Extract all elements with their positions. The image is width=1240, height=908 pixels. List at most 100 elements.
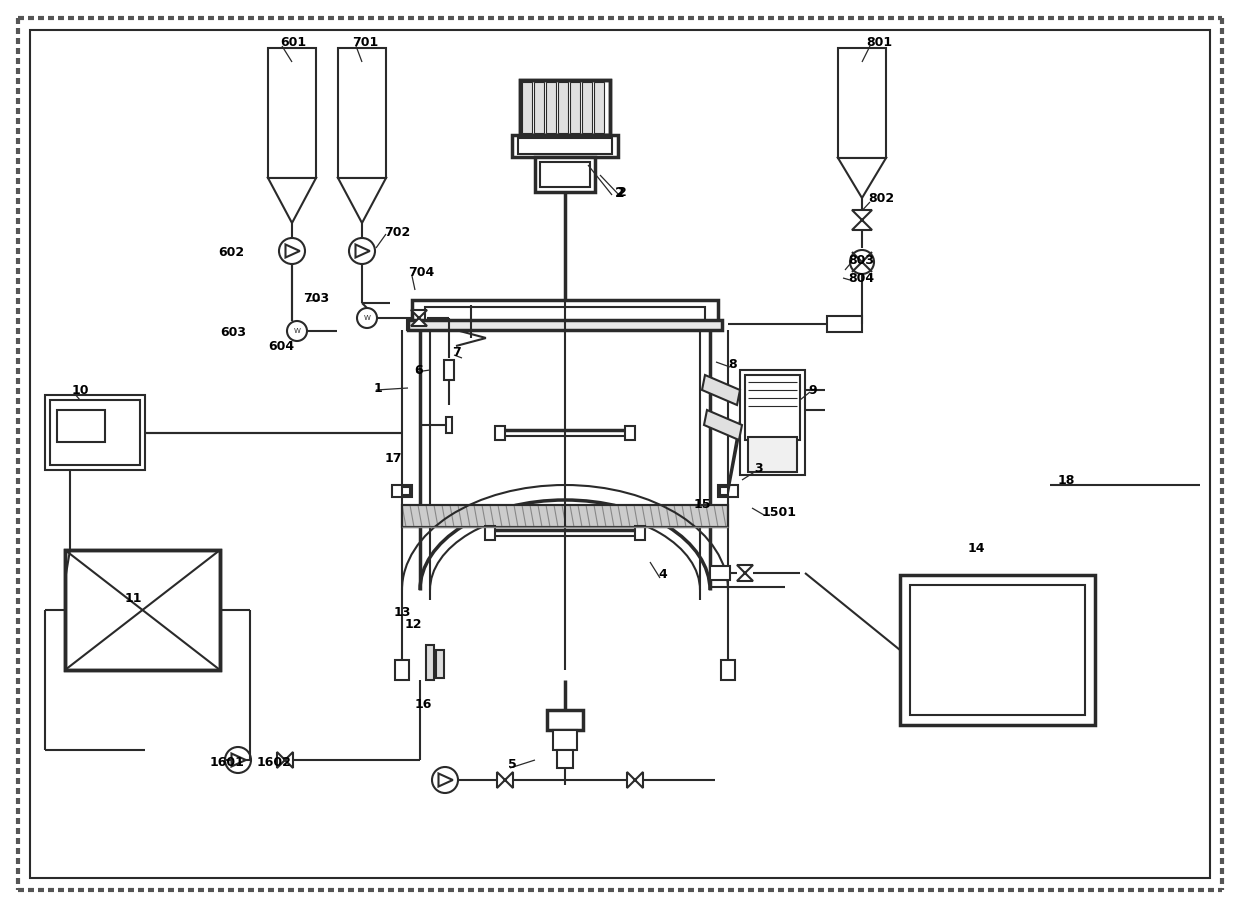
Bar	[838, 48, 887, 158]
Polygon shape	[737, 565, 753, 581]
Bar	[635, 526, 645, 540]
Bar	[910, 585, 1085, 715]
Bar	[557, 750, 573, 768]
Text: 18: 18	[1058, 473, 1075, 487]
Polygon shape	[702, 375, 740, 405]
Text: 701: 701	[352, 35, 378, 48]
Polygon shape	[277, 752, 293, 768]
Bar	[520, 80, 610, 135]
Bar	[64, 550, 219, 670]
Circle shape	[224, 747, 250, 773]
Text: 6: 6	[414, 363, 423, 377]
Text: W: W	[363, 315, 371, 321]
Bar	[745, 375, 800, 440]
Polygon shape	[268, 178, 316, 223]
Bar	[408, 320, 722, 330]
Bar	[45, 395, 145, 470]
Bar	[339, 48, 386, 178]
Polygon shape	[439, 774, 453, 786]
Text: 804: 804	[848, 271, 874, 284]
Bar	[558, 82, 568, 133]
Text: 1501: 1501	[763, 506, 797, 518]
Text: 4: 4	[658, 568, 667, 581]
Text: 7: 7	[453, 346, 461, 359]
Bar	[402, 505, 728, 527]
Bar	[720, 660, 735, 680]
Bar	[534, 82, 544, 133]
Text: W: W	[294, 328, 300, 334]
Text: 8: 8	[728, 359, 737, 371]
Bar	[412, 300, 718, 325]
Text: 1601: 1601	[210, 756, 244, 769]
Bar	[64, 550, 219, 670]
Bar	[740, 370, 805, 475]
Bar	[534, 157, 595, 192]
Text: 13: 13	[394, 606, 412, 618]
Bar	[402, 505, 728, 527]
Circle shape	[279, 238, 305, 264]
Text: 602: 602	[218, 245, 244, 259]
Polygon shape	[410, 310, 427, 326]
Bar	[446, 417, 453, 433]
Text: 604: 604	[268, 340, 294, 352]
Bar	[402, 487, 410, 495]
Bar	[625, 426, 635, 440]
Polygon shape	[232, 754, 246, 766]
Bar	[900, 575, 1095, 725]
Polygon shape	[852, 210, 872, 230]
Bar	[436, 650, 444, 678]
Bar	[427, 645, 434, 680]
Bar	[546, 82, 556, 133]
Text: 5: 5	[508, 758, 517, 772]
Circle shape	[357, 308, 377, 328]
Text: 601: 601	[280, 35, 306, 48]
Bar	[396, 660, 409, 680]
Polygon shape	[838, 158, 887, 198]
Polygon shape	[285, 244, 300, 258]
Bar	[518, 138, 613, 154]
Bar	[718, 485, 738, 497]
Polygon shape	[627, 772, 644, 788]
Text: 16: 16	[415, 698, 433, 712]
Text: 702: 702	[384, 225, 410, 239]
Text: 12: 12	[405, 618, 423, 631]
Bar	[268, 48, 316, 178]
Bar	[748, 437, 797, 472]
Text: 9: 9	[808, 383, 817, 397]
Bar	[57, 410, 105, 442]
Circle shape	[432, 767, 458, 793]
Polygon shape	[339, 178, 386, 223]
Text: 801: 801	[866, 35, 892, 48]
Text: 703: 703	[303, 291, 329, 304]
Bar	[711, 566, 730, 580]
Polygon shape	[497, 772, 513, 788]
Text: 2: 2	[615, 186, 625, 200]
Bar	[547, 710, 583, 730]
Bar	[570, 82, 580, 133]
Circle shape	[348, 238, 374, 264]
Text: 17: 17	[384, 451, 403, 465]
Text: 704: 704	[408, 265, 434, 279]
Text: 11: 11	[125, 591, 143, 605]
Polygon shape	[356, 244, 370, 258]
Text: 1602: 1602	[257, 756, 291, 769]
Text: 603: 603	[219, 327, 246, 340]
Text: 1: 1	[374, 381, 383, 394]
Text: 10: 10	[72, 383, 89, 397]
Bar	[485, 526, 495, 540]
Bar	[827, 316, 862, 332]
Bar	[594, 82, 604, 133]
Text: 803: 803	[848, 253, 874, 267]
Bar	[582, 82, 591, 133]
Text: 802: 802	[868, 192, 894, 204]
Polygon shape	[704, 410, 742, 440]
Bar	[512, 135, 618, 157]
Bar	[50, 400, 140, 465]
Bar	[539, 162, 590, 187]
Text: 15: 15	[694, 498, 712, 511]
Text: 2: 2	[618, 186, 626, 200]
Text: 14: 14	[968, 541, 986, 555]
Bar	[553, 730, 577, 750]
Bar	[520, 80, 610, 135]
Bar	[495, 426, 505, 440]
